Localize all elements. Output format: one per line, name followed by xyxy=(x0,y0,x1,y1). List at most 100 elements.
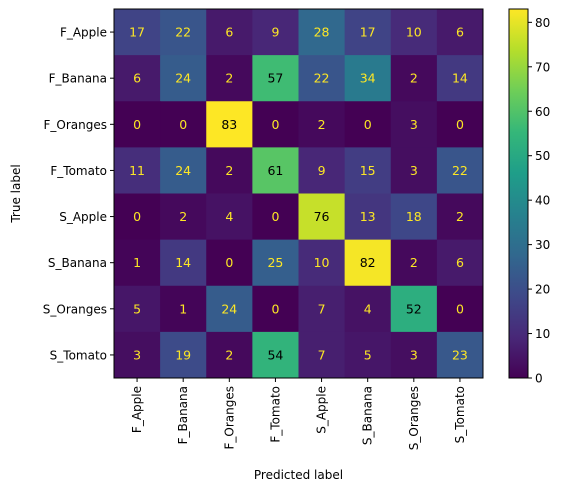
heatmap-cell xyxy=(436,147,484,194)
cell-value-label: 15 xyxy=(360,163,376,178)
heatmap-cell xyxy=(252,331,299,379)
y-tick-label: S_Oranges xyxy=(43,302,107,316)
colorbar-tick-label: 0 xyxy=(535,372,543,386)
heatmap-cell xyxy=(298,239,346,287)
cell-value-label: 17 xyxy=(360,25,376,40)
heatmap-cell xyxy=(344,101,392,148)
cell-value-label: 61 xyxy=(267,163,283,178)
cell-value-label: 0 xyxy=(456,301,464,316)
heatmap-cell xyxy=(298,147,346,194)
cell-value-label: 13 xyxy=(360,209,376,224)
cell-value-label: 0 xyxy=(271,209,279,224)
heatmap-cell xyxy=(114,193,161,241)
colorbar-tick-label: 20 xyxy=(535,283,550,297)
x-tick-label: S_Oranges xyxy=(407,386,421,450)
heatmap-cell xyxy=(206,285,253,333)
cell-value-label: 2 xyxy=(225,71,233,86)
cell-value-label: 0 xyxy=(133,117,141,132)
cell-value-label: 0 xyxy=(133,209,141,224)
cell-value-label: 24 xyxy=(175,163,191,178)
cell-value-label: 0 xyxy=(364,117,372,132)
heatmap-cell xyxy=(252,285,299,333)
cell-value-label: 2 xyxy=(318,117,326,132)
colorbar-tick-label: 70 xyxy=(535,60,550,74)
cell-value-label: 10 xyxy=(314,255,330,270)
heatmap-cell xyxy=(252,239,299,287)
cell-value-label: 0 xyxy=(225,255,233,270)
heatmap-cell xyxy=(160,285,207,333)
y-axis-ticks: F_Apple F_Banana F_Oranges F_Tomato S_Apple S… xyxy=(43,26,114,362)
colorbar-tick-label: 50 xyxy=(535,149,550,163)
heatmap-cell xyxy=(206,55,253,102)
cell-value-label: 54 xyxy=(267,347,283,362)
cell-value-label: 0 xyxy=(456,117,464,132)
heatmap-cell xyxy=(298,55,346,102)
heatmap-cell xyxy=(390,55,438,102)
heatmap-cell xyxy=(436,9,484,56)
cell-value-label: 24 xyxy=(175,71,191,86)
heatmap-cell xyxy=(114,239,161,287)
cell-value-label: 5 xyxy=(133,301,141,316)
heatmap-cell xyxy=(160,331,207,379)
cell-value-label: 2 xyxy=(410,255,418,270)
heatmap-cell xyxy=(160,193,207,241)
heatmap-cell-labels: 17 22 6 9 28 17 10 66 24 2 57 22 34 2 140 0 83 0 2 0 3 011 24 2… xyxy=(129,25,468,363)
colorbar-tick-label: 10 xyxy=(535,327,550,341)
heatmap-cell xyxy=(390,101,438,148)
heatmap-cell xyxy=(114,285,161,333)
heatmap-cell xyxy=(160,55,207,102)
heatmap-cell xyxy=(114,55,161,102)
heatmap-cell xyxy=(160,147,207,194)
heatmap-cell xyxy=(298,101,346,148)
heatmap-cell xyxy=(252,101,299,148)
cell-value-label: 7 xyxy=(318,301,326,316)
heatmap-cell xyxy=(390,331,438,379)
cell-value-label: 4 xyxy=(225,209,233,224)
heatmap-cell xyxy=(298,331,346,379)
cell-value-label: 24 xyxy=(221,301,237,316)
x-tick-label: F_Tomato xyxy=(268,386,282,443)
heatmap-cell xyxy=(344,193,392,241)
x-axis-ticks: F_Apple F_Banana F_Oranges F_Tomato S_Apple S… xyxy=(130,378,467,450)
heatmap-cell xyxy=(252,147,299,194)
heatmap-cell xyxy=(436,285,484,333)
cell-value-label: 0 xyxy=(179,117,187,132)
heatmap-cell xyxy=(344,55,392,102)
heatmap-cell xyxy=(436,193,484,241)
x-tick-label: S_Apple xyxy=(315,386,329,434)
cell-value-label: 11 xyxy=(129,163,145,178)
cell-value-label: 22 xyxy=(314,71,330,86)
cell-value-label: 17 xyxy=(129,25,145,40)
heatmap-cell xyxy=(206,239,253,287)
heatmap-cell xyxy=(114,9,161,56)
y-tick-label: S_Apple xyxy=(59,210,107,224)
cell-value-label: 57 xyxy=(267,71,283,86)
cell-value-label: 28 xyxy=(314,25,330,40)
cell-value-label: 9 xyxy=(271,25,279,40)
heatmap-cell xyxy=(390,147,438,194)
cell-value-label: 9 xyxy=(318,163,326,178)
colorbar-tick-label: 40 xyxy=(535,194,550,208)
cell-value-label: 22 xyxy=(452,163,468,178)
heatmap-cell xyxy=(298,9,346,56)
heatmap-cell xyxy=(390,285,438,333)
heatmap-cell xyxy=(390,239,438,287)
heatmap-cell xyxy=(206,331,253,379)
cell-value-label: 3 xyxy=(410,163,418,178)
cell-value-label: 10 xyxy=(406,25,422,40)
x-tick-label: F_Oranges xyxy=(222,386,236,450)
heatmap-cell xyxy=(390,193,438,241)
plot-frame xyxy=(113,8,484,379)
heatmap-cell xyxy=(114,331,161,379)
colorbar xyxy=(508,8,529,379)
cell-value-label: 4 xyxy=(364,301,372,316)
heatmap-cells xyxy=(114,9,484,379)
heatmap-cell xyxy=(160,101,207,148)
y-axis-label: True label xyxy=(9,164,23,223)
y-tick-label: F_Banana xyxy=(49,72,107,86)
x-tick-label: S_Tomato xyxy=(453,386,467,443)
heatmap-cell xyxy=(114,101,161,148)
heatmap-cell xyxy=(298,285,346,333)
cell-value-label: 34 xyxy=(360,71,376,86)
